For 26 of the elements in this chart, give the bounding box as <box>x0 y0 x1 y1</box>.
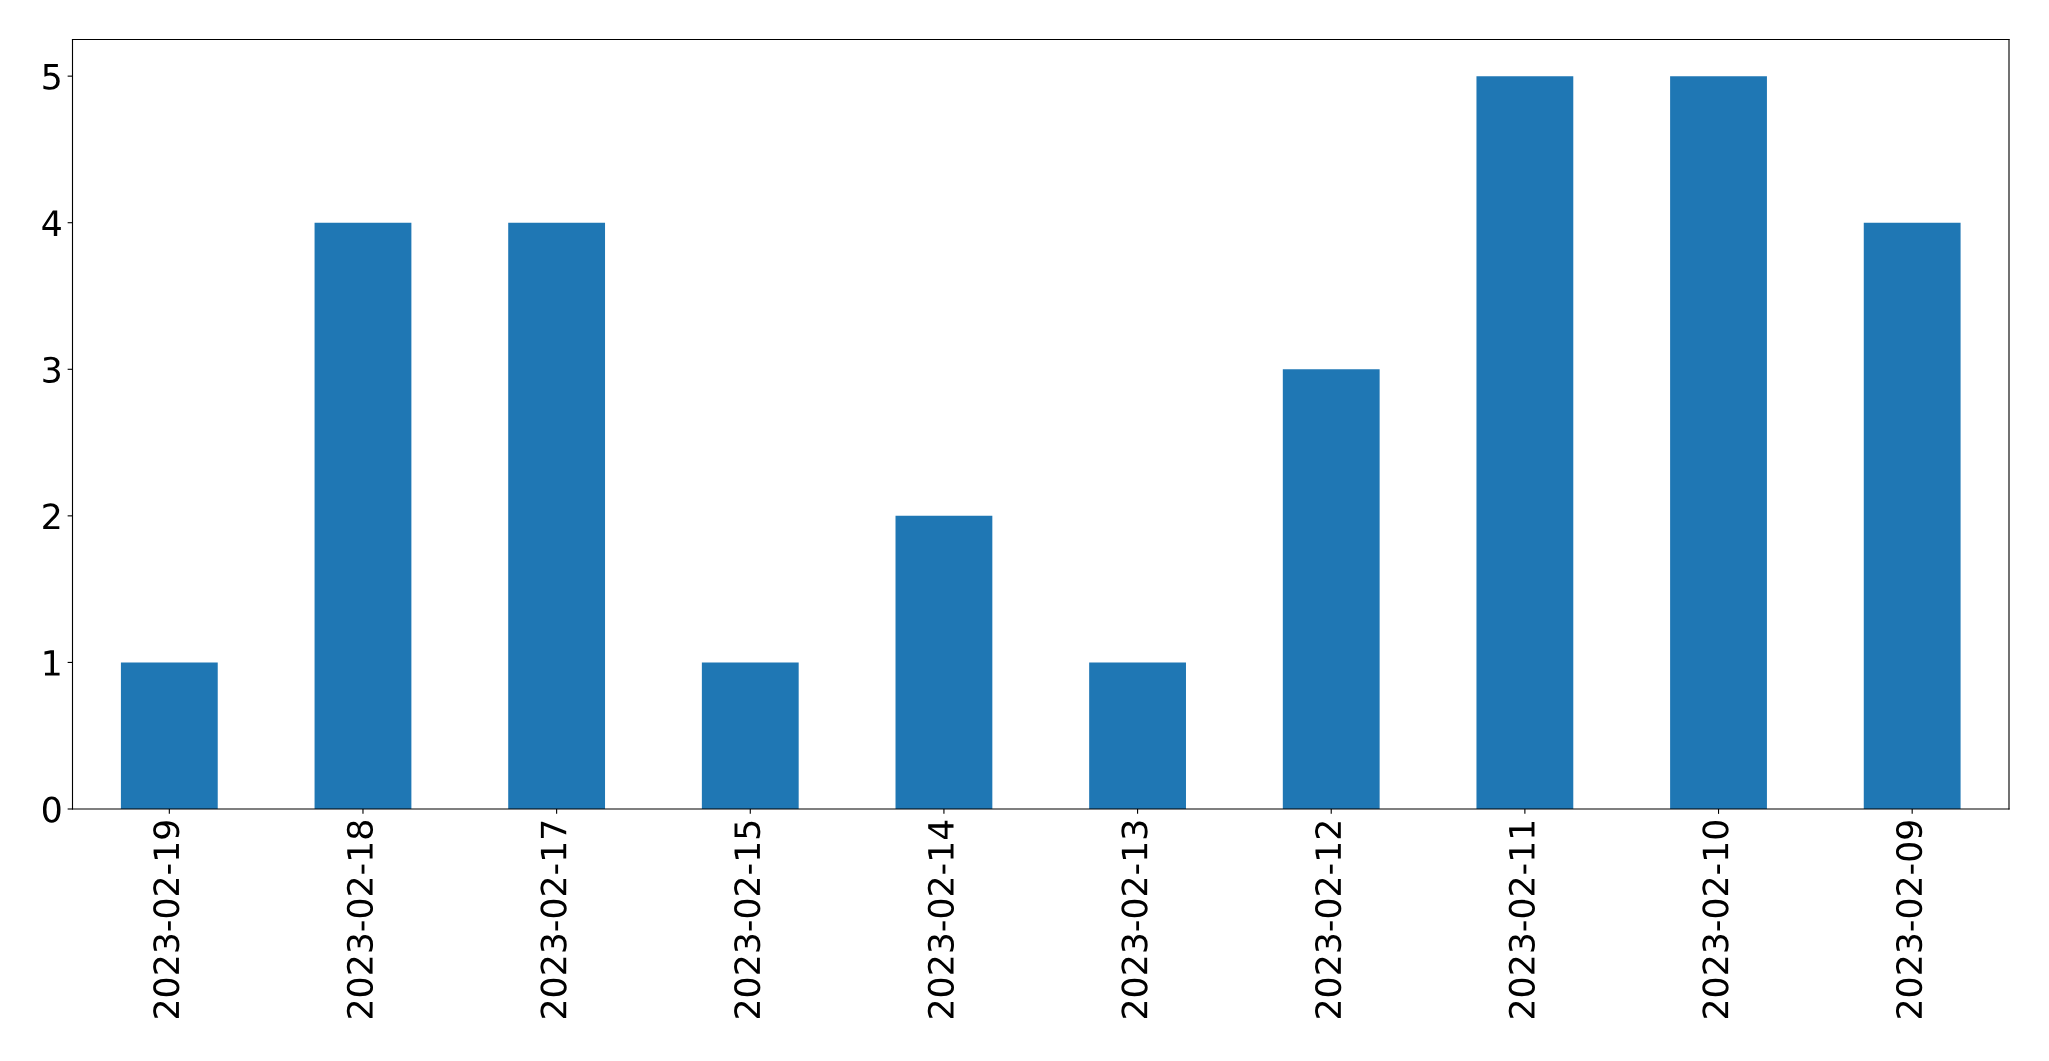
x-tick-label: 2023-02-11 <box>1508 821 1535 1018</box>
x-tick-label: 2023-02-18 <box>346 821 374 1018</box>
y-tick-label: 2 <box>43 503 60 530</box>
x-tick-label: 2023-02-12 <box>1315 822 1342 1018</box>
y-tick-label: 1 <box>44 650 60 676</box>
x-tick-label: 2023-02-14 <box>927 820 954 1018</box>
bar <box>701 662 799 809</box>
y-tick-label: 3 <box>43 356 60 383</box>
bar <box>1670 76 1767 809</box>
x-tick-label: 2023-02-10 <box>1702 821 1729 1018</box>
bar <box>1476 76 1574 809</box>
y-tick-label: 4 <box>42 210 61 236</box>
x-tick-label: 2023-02-19 <box>153 821 180 1018</box>
bar <box>1089 662 1186 809</box>
y-tick-label: 0 <box>42 796 61 823</box>
x-tick-label: 2023-02-09 <box>1895 821 1923 1018</box>
bar <box>1282 369 1380 809</box>
x-tick-label: 2023-02-17 <box>540 821 567 1018</box>
bar <box>895 515 993 809</box>
bar <box>508 222 606 809</box>
y-tick-label: 5 <box>43 64 60 90</box>
bar <box>120 662 218 809</box>
x-tick-label: 2023-02-15 <box>734 821 761 1018</box>
bar <box>1863 222 1961 809</box>
x-tick-label: 2023-02-13 <box>1121 821 1148 1018</box>
bar <box>314 222 412 809</box>
